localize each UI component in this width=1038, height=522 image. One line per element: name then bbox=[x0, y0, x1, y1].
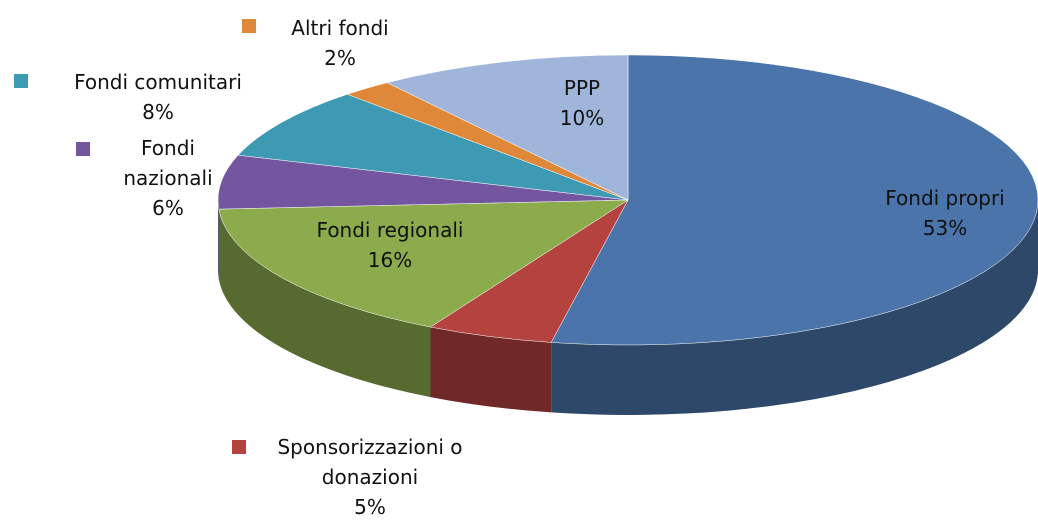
category-label: Fondi propri bbox=[885, 186, 1005, 210]
slice-label: Fondi comunitari 8% bbox=[38, 67, 278, 127]
slice-side bbox=[218, 200, 219, 280]
value-label: 53% bbox=[922, 216, 968, 240]
slice-label: Sponsorizzazioni o donazioni 5% bbox=[250, 432, 490, 522]
slice-label: Altri fondi 2% bbox=[260, 13, 420, 73]
slice-label: PPP 10% bbox=[532, 73, 632, 133]
value-label: 5% bbox=[354, 495, 386, 519]
slice bbox=[217, 154, 629, 210]
slice bbox=[237, 94, 629, 201]
slice-side bbox=[551, 200, 1038, 415]
legend-marker bbox=[76, 142, 90, 156]
slice-side bbox=[218, 209, 431, 398]
category-label: Sponsorizzazioni o donazioni bbox=[277, 435, 463, 489]
slice bbox=[550, 54, 1038, 346]
category-label: Altri fondi bbox=[291, 16, 389, 40]
value-label: 8% bbox=[142, 100, 174, 124]
value-label: 16% bbox=[367, 248, 413, 272]
slice bbox=[386, 54, 629, 201]
category-label: Fondi regionali bbox=[316, 218, 464, 242]
value-label: 2% bbox=[324, 46, 356, 70]
legend-marker bbox=[242, 19, 256, 33]
slice-label: Fondi nazionali 6% bbox=[113, 133, 223, 223]
value-label: 10% bbox=[559, 106, 605, 130]
slice-label: Fondi regionali 16% bbox=[280, 215, 500, 275]
category-label: PPP bbox=[563, 76, 601, 100]
slice bbox=[218, 199, 629, 328]
legend-marker bbox=[232, 440, 246, 454]
slice-label: Fondi propri 53% bbox=[835, 183, 1038, 243]
category-label: Fondi nazionali bbox=[123, 136, 213, 190]
value-label: 6% bbox=[152, 196, 184, 220]
legend-marker bbox=[14, 74, 28, 88]
slice-side bbox=[430, 327, 552, 413]
category-label: Fondi comunitari bbox=[74, 70, 242, 94]
